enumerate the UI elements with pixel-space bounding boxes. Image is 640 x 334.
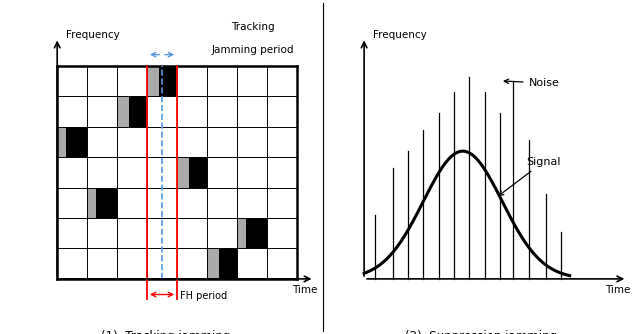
Bar — [129, 97, 147, 127]
Text: FH period: FH period — [180, 291, 227, 301]
Text: Jamming period: Jamming period — [212, 45, 294, 54]
Bar — [96, 188, 117, 218]
Text: Tracking: Tracking — [231, 22, 275, 32]
Text: Time: Time — [605, 285, 630, 295]
Bar — [57, 127, 66, 157]
Text: Noise: Noise — [504, 78, 559, 88]
Bar — [219, 248, 237, 279]
Bar — [147, 66, 159, 97]
Bar — [189, 157, 207, 188]
Text: Frequency: Frequency — [66, 30, 120, 40]
Bar — [237, 218, 246, 248]
Bar — [207, 248, 219, 279]
Text: (1)  Tracking jamming: (1) Tracking jamming — [100, 330, 230, 334]
Text: Time: Time — [292, 285, 317, 295]
Bar — [159, 66, 177, 97]
Bar — [66, 127, 87, 157]
Text: Frequency: Frequency — [373, 30, 427, 40]
Bar — [117, 97, 129, 127]
Bar — [87, 188, 96, 218]
Text: (2)  Suppression jamming: (2) Suppression jamming — [405, 330, 557, 334]
Bar — [246, 218, 267, 248]
Bar — [177, 157, 189, 188]
Text: Signal: Signal — [499, 157, 561, 195]
